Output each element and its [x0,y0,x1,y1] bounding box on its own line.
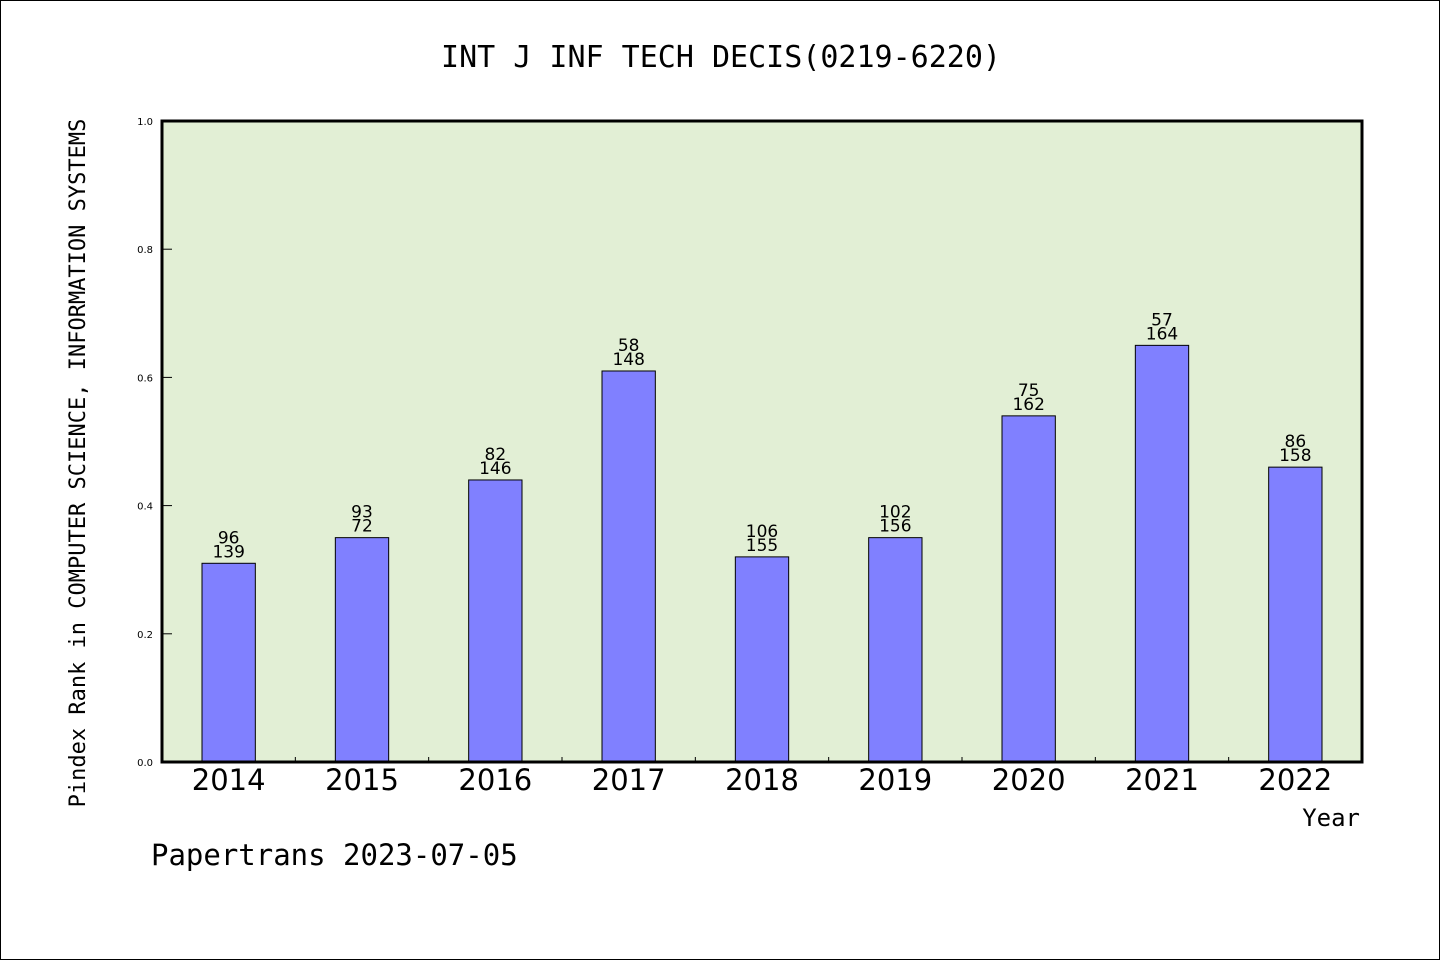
x-axis-label: Year [1302,804,1360,832]
x-tick-label-2015: 2015 [325,763,399,797]
bar-2014 [201,562,256,763]
data-label-bottom-2020: 162 [1012,395,1044,415]
x-tick-label-2016: 2016 [458,763,532,797]
y-tick-label-3: 0.6 [137,373,153,384]
labels-layer: 9613920149372201582146201658148201710615… [137,117,1332,797]
x-tick-label-2017: 2017 [592,763,666,797]
data-label-bottom-2018: 155 [746,536,778,556]
data-label-bottom-2017: 148 [612,350,644,370]
bar-2019 [868,537,923,763]
bar-2022 [1268,466,1323,763]
plot-frame [160,119,1364,764]
data-label-top-2014: 96 [218,528,240,548]
bar-2015 [334,537,390,763]
data-label-bottom-2022: 158 [1279,446,1311,466]
bar-2021 [1134,344,1190,763]
data-label-top-2017: 58 [618,336,640,356]
data-label-bottom-2021: 164 [1146,324,1178,344]
data-label-bottom-2015: 72 [351,517,373,537]
data-label-top-2015: 93 [351,503,373,523]
data-label-bottom-2016: 146 [479,459,511,479]
y-axis-label: Pindex Rank in COMPUTER SCIENCE, INFORMA… [66,119,91,808]
x-tick-label-2022: 2022 [1258,763,1332,797]
y-tick-label-5: 1.0 [137,117,153,128]
data-label-bottom-2014: 139 [212,542,244,562]
bar-2016 [468,479,523,763]
data-label-top-2018: 106 [746,522,778,542]
x-tick-label-2021: 2021 [1125,763,1199,797]
data-label-top-2022: 86 [1285,432,1307,452]
data-label-top-2016: 82 [485,445,507,465]
bars-layer [201,344,1323,763]
y-tick-label-4: 0.8 [137,245,153,256]
data-label-top-2020: 75 [1018,381,1040,401]
data-label-top-2019: 102 [879,503,911,523]
bar-2018 [734,556,790,763]
footer-credit: Papertrans 2023-07-05 [151,838,518,872]
data-label-top-2021: 57 [1151,310,1173,330]
chart-title: INT J INF TECH DECIS(0219-6220) [441,40,1001,75]
bar-2017 [601,370,656,763]
x-tick-label-2019: 2019 [858,763,932,797]
y-tick-label-1: 0.2 [137,630,153,641]
x-tick-label-2014: 2014 [192,763,266,797]
y-tick-label-2: 0.4 [137,502,153,513]
y-tick-label-0: 0.0 [137,758,153,769]
x-tick-label-2018: 2018 [725,763,799,797]
x-tick-label-2020: 2020 [992,763,1066,797]
bar-2020 [1001,415,1056,763]
data-label-bottom-2019: 156 [879,517,911,537]
